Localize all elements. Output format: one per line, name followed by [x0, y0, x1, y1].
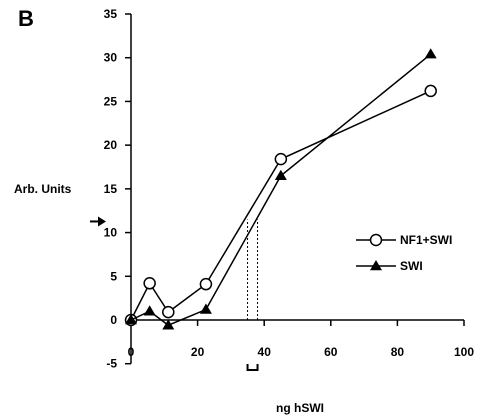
legend-label-1: SWI	[400, 259, 423, 273]
point-s0-4	[274, 152, 288, 166]
y-tick-label-25: 25	[104, 94, 118, 108]
point-s1-5	[424, 48, 437, 59]
y-tick-label-5: 5	[110, 269, 117, 283]
x-tick-label-40: 40	[258, 345, 272, 359]
x-tick-label-60: 60	[324, 345, 338, 359]
y-tick-label-30: 30	[104, 51, 118, 65]
half-max-annotations	[90, 216, 259, 371]
point-s1-3	[199, 303, 212, 314]
series-line-1	[130, 53, 432, 327]
x-tick-label-100: 100	[454, 345, 474, 359]
point-s0-1	[143, 277, 156, 290]
point-s0-3	[199, 277, 213, 291]
point-s0-5	[424, 84, 437, 98]
point-s1-4	[274, 169, 287, 180]
y-tick-label-15: 15	[104, 182, 118, 196]
x-tick-label-20: 20	[191, 345, 205, 359]
legend-label-0: NF1+SWI	[400, 233, 452, 247]
y-arrow-head	[98, 216, 106, 227]
x-tick-label-0: 0	[128, 345, 135, 359]
legend-marker-0	[369, 233, 383, 247]
x-axis-label: ng hSWI	[276, 401, 324, 415]
legend: NF1+SWI SWI	[356, 233, 452, 273]
legend-marker-1	[370, 260, 382, 271]
axis-ticks: -5 0 5 10 15 20 25 30 35 0 20 40 60 80 100	[104, 7, 475, 371]
series-line-0	[130, 90, 432, 321]
x-tick-label-80: 80	[391, 345, 405, 359]
y-tick-label-20: 20	[104, 138, 118, 152]
y-tick-label--5: -5	[106, 357, 117, 371]
axes	[130, 14, 464, 364]
y-axis-label: Arb. Units	[14, 182, 72, 196]
panel-label: B	[18, 6, 34, 31]
y-tick-label-0: 0	[110, 313, 117, 327]
series-group	[124, 48, 437, 330]
point-s0-2	[162, 305, 175, 319]
y-tick-label-10: 10	[104, 226, 118, 240]
y-tick-label-35: 35	[104, 7, 118, 21]
point-s1-0	[125, 314, 137, 325]
point-s1-1	[143, 305, 156, 316]
point-s1-2	[162, 319, 175, 330]
x-range-bracket	[246, 364, 259, 371]
